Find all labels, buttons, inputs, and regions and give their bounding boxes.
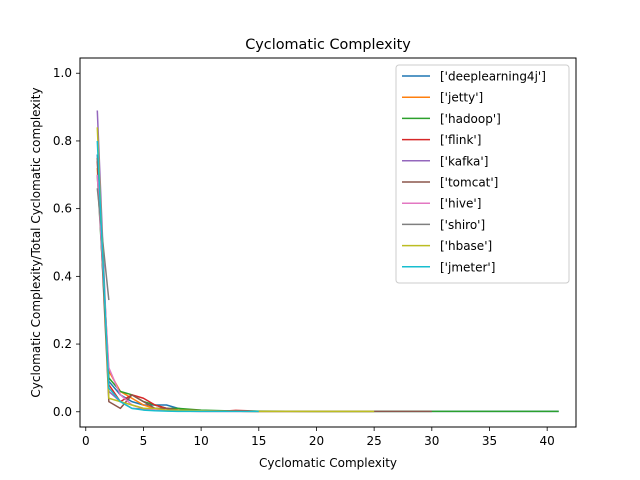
- legend-label-1: ['jetty']: [440, 91, 483, 105]
- legend: ['deeplearning4j'] ['jetty'] ['hadoop'] ['f…: [395, 64, 570, 284]
- legend-label-9: ['jmeter']: [440, 260, 495, 274]
- legend-label-8: ['hbase']: [440, 239, 492, 253]
- x-tick-label-3: 15: [251, 434, 266, 448]
- series-line-5: [96, 157, 432, 413]
- legend-label-0: ['deeplearning4j']: [440, 70, 546, 84]
- x-tick-label-6: 30: [424, 434, 439, 448]
- y-tick-label-3: 0.6: [53, 202, 72, 216]
- y-tick-label-4: 0.8: [53, 134, 72, 148]
- legend-label-4: ['kafka']: [440, 154, 488, 168]
- legend-label-3: ['flink']: [440, 133, 481, 147]
- y-tick-label-0: 0.0: [53, 405, 72, 419]
- legend-label-7: ['shiro']: [440, 218, 485, 232]
- series-line-8: [96, 127, 375, 413]
- series-line-4: [96, 110, 259, 413]
- legend-label-2: ['hadoop']: [440, 112, 501, 126]
- x-tick-label-1: 5: [140, 434, 148, 448]
- x-tick-label-2: 10: [193, 434, 208, 448]
- plot-lines: [96, 110, 559, 413]
- y-axis-label: Cyclomatic Complexity/Total Cyclomatic c…: [29, 87, 43, 397]
- y-tick-label-1: 0.2: [53, 337, 72, 351]
- series-line-6: [96, 174, 259, 413]
- chart-title: Cyclomatic Complexity: [245, 37, 411, 53]
- y-axis: 0.0 0.2 0.4 0.6 0.8 1.0: [53, 66, 80, 419]
- x-tick-label-5: 25: [366, 434, 381, 448]
- x-tick-label-8: 40: [540, 434, 555, 448]
- legend-box: [395, 64, 570, 284]
- legend-label-5: ['tomcat']: [440, 176, 498, 190]
- x-tick-label-0: 0: [82, 434, 90, 448]
- series-line-3: [96, 161, 259, 413]
- y-tick-label-2: 0.4: [53, 269, 72, 283]
- y-tick-label-5: 1.0: [53, 66, 72, 80]
- plot-frame: [79, 57, 577, 428]
- series-line-1: [96, 167, 375, 413]
- x-axis: 0 5 10 15 20 25 30 35 40: [82, 427, 555, 448]
- series-line-7: [96, 188, 110, 301]
- x-tick-label-7: 35: [482, 434, 497, 448]
- x-axis-label: Cyclomatic Complexity: [259, 456, 397, 470]
- x-tick-label-4: 20: [309, 434, 324, 448]
- series-line-9: [96, 140, 259, 413]
- legend-label-6: ['hive']: [440, 197, 481, 211]
